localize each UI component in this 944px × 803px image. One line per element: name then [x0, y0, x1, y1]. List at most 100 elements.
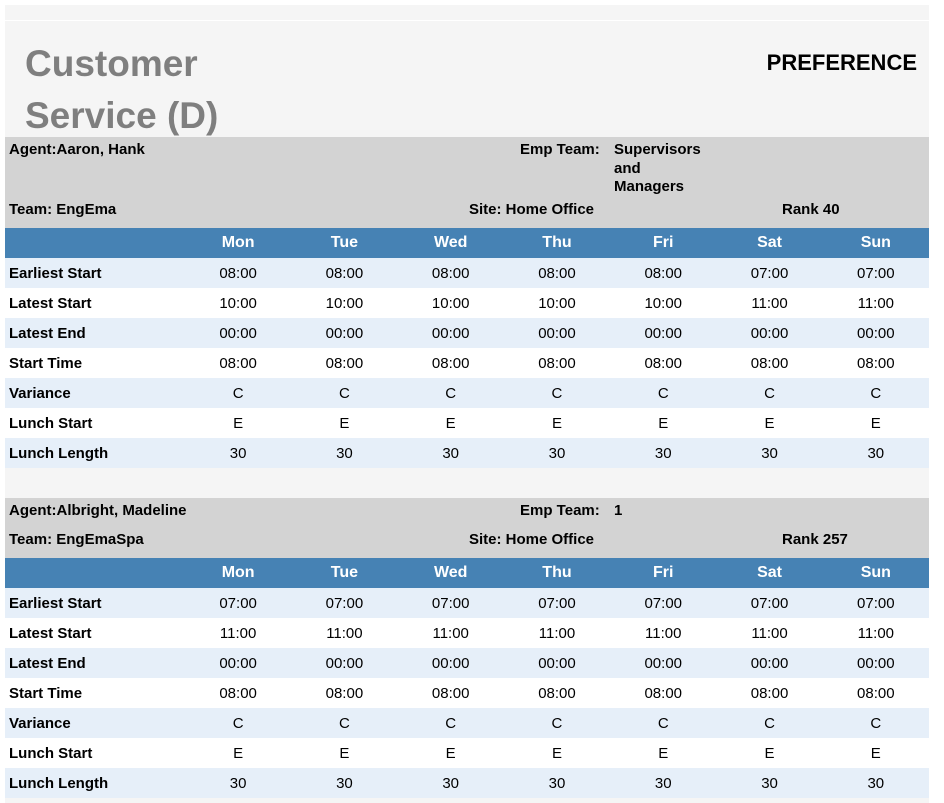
report-title: Customer Service (D) [25, 43, 219, 136]
cell-value: 00:00 [644, 654, 683, 672]
cell-value: 07:00 [750, 264, 789, 282]
cell-value: E [870, 744, 881, 762]
cell-value: 08:00 [538, 354, 576, 372]
cell-value: 11:00 [857, 294, 895, 312]
cell-value: 10:00 [325, 294, 364, 312]
cell-value: 07:00 [538, 594, 576, 612]
site: Site: Home Office [469, 201, 595, 218]
cell-value: 30 [654, 444, 672, 462]
row-label: Variance [9, 714, 71, 732]
cell-value: C [445, 384, 457, 402]
cell-value: C [551, 384, 563, 402]
cell-value: 08:00 [325, 684, 364, 702]
cell-value: 07:00 [857, 264, 895, 282]
day-header: Tue [330, 564, 359, 581]
day-header: Fri [653, 564, 674, 581]
cell-value: 11:00 [326, 624, 363, 642]
cell-value: 08:00 [538, 684, 576, 702]
cell-value: 08:00 [431, 684, 470, 702]
table-row: Latest End 00:00 00:00 00:00 00:00 00:00 00:00… [5, 648, 929, 678]
cell-value: 08:00 [219, 684, 257, 702]
cell-value: 08:00 [431, 354, 470, 372]
table-row: Latest Start 11:00 11:00 11:00 11:00 11:00 11:… [5, 618, 929, 648]
row-label: Latest Start [9, 624, 92, 642]
site: Site: Home Office [469, 531, 595, 548]
table-row: Start Time 08:00 08:00 08:00 08:00 08:00 08:00… [5, 678, 929, 708]
cell-value: 11:00 [645, 624, 682, 642]
day-header: Sat [757, 564, 782, 581]
cell-value: 07:00 [857, 594, 895, 612]
cell-value: 30 [548, 444, 566, 462]
cell-value: C [445, 714, 457, 732]
table-row: Latest Start 10:00 10:00 10:00 10:00 10:00 11:… [5, 288, 929, 318]
cell-value: 30 [761, 444, 778, 462]
cell-value: C [657, 384, 669, 402]
cell-value: E [870, 414, 881, 432]
divider [5, 20, 929, 21]
day-header: Thu [542, 234, 572, 251]
cell-value: 08:00 [644, 354, 683, 372]
row-label: Start Time [9, 354, 83, 372]
cell-value: E [551, 744, 562, 762]
report-type: PREFERENCE [766, 50, 917, 75]
agent-name: Agent:Albright, Madeline [9, 502, 187, 519]
table-row: Latest End 00:00 00:00 00:00 00:00 00:00 00:00… [5, 318, 929, 348]
cell-value: 08:00 [644, 264, 683, 282]
cell-value: 00:00 [750, 324, 789, 342]
agent-block: Agent:Aaron, Hank Emp Team: Supervisors … [5, 137, 929, 468]
cell-value: C [870, 714, 882, 732]
day-header: Wed [433, 234, 468, 251]
cell-value: 11:00 [219, 624, 257, 642]
agent-name: Agent:Aaron, Hank [9, 141, 145, 158]
row-label: Start Time [9, 684, 83, 702]
cell-value: 07:00 [219, 594, 257, 612]
row-label: Lunch Length [9, 774, 109, 792]
cell-value: E [233, 744, 244, 762]
cell-value: 10:00 [219, 294, 257, 312]
cell-value: 00:00 [750, 654, 789, 672]
day-header: Tue [330, 234, 359, 251]
cell-value: 00:00 [219, 324, 257, 342]
day-header: Sun [860, 234, 891, 251]
cell-value: E [658, 744, 669, 762]
table-row: Earliest Start 07:00 07:00 07:00 07:00 07:00 0… [5, 588, 929, 618]
cell-value: 08:00 [325, 354, 364, 372]
cell-value: 11:00 [751, 624, 788, 642]
table-row: Lunch Start E E E E E E E [5, 738, 929, 768]
cell-value: 30 [654, 774, 672, 792]
cell-value: 08:00 [538, 264, 576, 282]
cell-value: C [338, 384, 350, 402]
cell-value: 30 [229, 444, 247, 462]
day-header: Thu [542, 564, 572, 581]
cell-value: 00:00 [538, 324, 576, 342]
day-header: Fri [653, 234, 674, 251]
table-row: Start Time 08:00 08:00 08:00 08:00 08:00 08:00… [5, 348, 929, 378]
day-header: Mon [221, 234, 255, 251]
rank: Rank 40 [782, 201, 840, 218]
emp-team-label: Emp Team: [520, 141, 600, 158]
cell-value: 08:00 [857, 354, 895, 372]
cell-value: 10:00 [431, 294, 470, 312]
agent-block: Agent:Albright, Madeline Emp Team: 1 Tea… [5, 498, 929, 798]
row-label: Variance [9, 384, 71, 402]
cell-value: 00:00 [857, 654, 895, 672]
emp-team-value: 1 [614, 502, 623, 519]
emp-team-label: Emp Team: [520, 502, 600, 519]
cell-value: 08:00 [750, 684, 789, 702]
row-label: Lunch Length [9, 444, 109, 462]
cell-value: 08:00 [219, 354, 257, 372]
cell-value: 08:00 [431, 264, 470, 282]
row-label: Lunch Start [9, 414, 93, 432]
cell-value: 30 [867, 774, 885, 792]
cell-value: 07:00 [431, 594, 470, 612]
team: Team: EngEmaSpa [9, 531, 144, 548]
cell-value: 08:00 [750, 354, 789, 372]
agent-info: Agent:Albright, Madeline Emp Team: 1 Tea… [5, 498, 929, 558]
cell-value: 30 [867, 444, 885, 462]
cell-value: C [870, 384, 882, 402]
row-label: Lunch Start [9, 744, 93, 762]
row-label: Earliest Start [9, 264, 102, 282]
cell-value: E [339, 414, 350, 432]
day-header-row: Mon Tue Wed Thu Fri Sat Sun [5, 228, 929, 258]
cell-value: 08:00 [325, 264, 364, 282]
